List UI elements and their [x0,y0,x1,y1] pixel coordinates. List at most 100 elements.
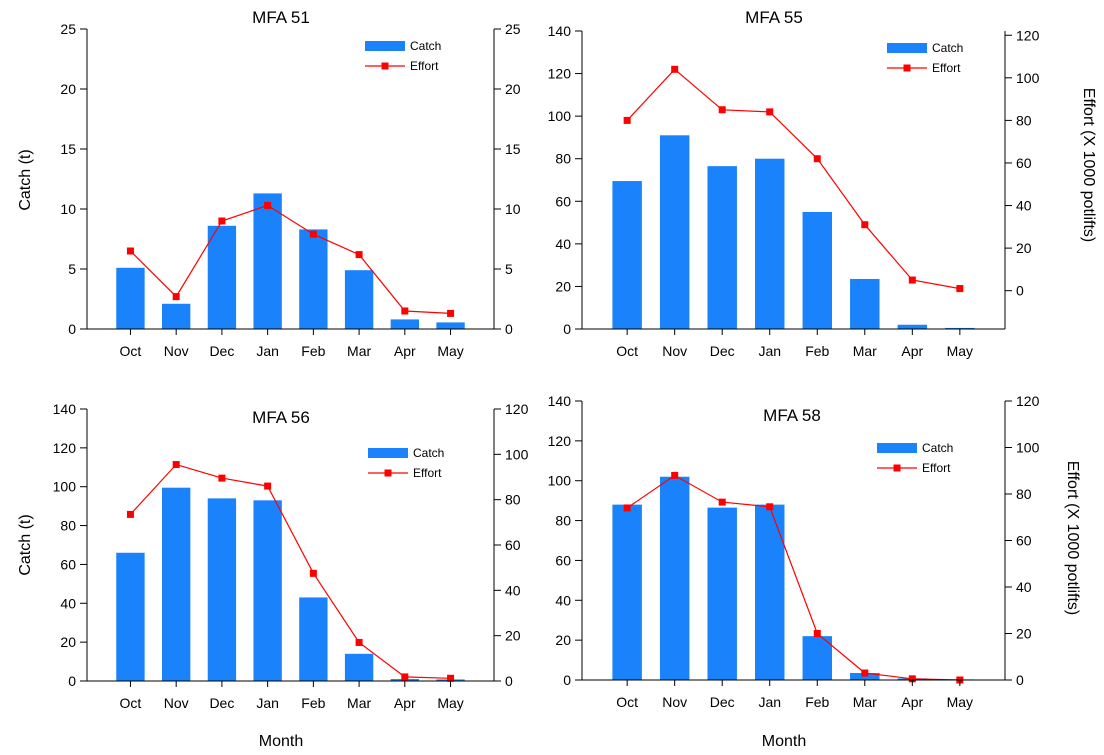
left-tick-label: 100 [548,473,572,489]
x-tick-label-oct: Oct [616,343,638,359]
panel-title: MFA 58 [763,406,821,425]
x-tick-label-dec: Dec [209,695,234,711]
x-tick-label-jan: Jan [256,343,279,359]
x-tick-label-oct: Oct [120,695,142,711]
left-tick-label: 120 [53,440,77,456]
legend-effort-label: Effort [413,466,442,480]
right-tick-label: 0 [505,321,513,337]
left-tick-label: 140 [53,401,77,417]
right-tick-label: 0 [1016,672,1024,688]
x-tick-label-may: May [947,694,973,710]
effort-marker-may [447,674,455,682]
x-tick-label-mar: Mar [853,694,877,710]
x-tick-label-jan: Jan [758,343,781,359]
x-tick-label-mar: Mar [347,343,371,359]
x-tick-label-may: May [437,695,463,711]
catch-bar-dec [707,507,737,680]
effort-marker-nov [172,293,180,301]
left-tick-label: 120 [548,433,572,449]
effort-marker-jan [766,503,774,511]
effort-marker-mar [355,638,363,646]
catch-bar-mar [850,278,880,329]
effort-marker-apr [908,675,916,683]
effort-marker-feb [309,230,317,238]
right-tick-label: 20 [505,81,521,97]
effort-marker-may [447,309,455,317]
right-tick-label: 120 [1016,393,1040,409]
right-tick-label: 40 [505,582,521,598]
effort-marker-oct [126,510,134,518]
left-tick-label: 0 [563,672,571,688]
effort-marker-nov [671,471,679,479]
legend: Catch Effort [887,41,963,75]
catch-bar-feb [299,229,328,329]
right-tick-label: 60 [1016,533,1032,549]
right-tick-label: 40 [1016,198,1032,214]
legend-catch-swatch [368,448,408,458]
left-tick-label: 0 [68,321,76,337]
left-tick-label: 40 [555,236,571,252]
panels: MFA 51 0 5 10 15 20 25 0 5 10 15 20 25 Oct Nov Dec Jan Fe… [53,8,1040,711]
x-axis-label-left: Month [259,733,303,750]
effort-marker-apr [401,673,409,681]
catch-bar-nov [161,487,191,681]
left-tick-label: 60 [555,552,571,568]
x-tick-label-nov: Nov [164,343,189,359]
right-tick-label: 80 [505,492,521,508]
effort-marker-feb [309,569,317,577]
y-axis-label-catch-bottom: Catch (t) [17,514,34,575]
left-tick-label: 40 [555,592,571,608]
x-tick-label-apr: Apr [394,343,416,359]
right-tick-label: 120 [505,401,529,417]
right-tick-label: 20 [1016,626,1032,642]
right-tick-label: 0 [1016,283,1024,299]
effort-marker-mar [861,221,869,229]
x-tick-label-mar: Mar [347,695,371,711]
right-tick-label: 5 [505,261,513,277]
x-tick-label-apr: Apr [901,343,923,359]
left-tick-label: 20 [555,632,571,648]
left-tick-label: 140 [548,393,572,409]
x-tick-label-may: May [437,343,463,359]
chart-panel-2: MFA 55 0 20 40 60 80 100 120 140 0 20 40 60 80 100 120 O… [548,8,1040,359]
catch-bar-oct [116,267,145,329]
effort-marker-apr [401,307,409,315]
catch-bar-may [945,327,975,329]
catch-bar-oct [612,504,642,680]
panel-title: MFA 51 [252,8,310,27]
effort-marker-dec [718,498,726,506]
legend-catch-label: Catch [410,39,441,53]
x-tick-label-apr: Apr [394,695,416,711]
right-tick-label: 80 [1016,112,1032,128]
legend: Catch Effort [368,446,444,480]
left-tick-label: 80 [555,151,571,167]
catch-bar-dec [207,225,237,329]
legend-effort-label: Effort [410,59,439,73]
right-tick-label: 20 [1016,240,1032,256]
left-tick-label: 20 [60,634,76,650]
catch-bar-oct [116,552,145,681]
left-tick-label: 15 [60,141,76,157]
x-tick-label-dec: Dec [710,694,735,710]
effort-marker-mar [861,669,869,677]
effort-marker-jan [766,108,774,116]
left-tick-label: 100 [548,108,572,124]
effort-line [626,68,960,290]
x-tick-label-nov: Nov [662,343,687,359]
x-tick-label-nov: Nov [662,694,687,710]
effort-marker-jan [264,201,272,209]
x-tick-label-feb: Feb [301,343,325,359]
effort-marker-nov [671,65,679,73]
left-tick-label: 25 [60,21,76,37]
effort-marker-oct [623,504,631,512]
panel-title: MFA 55 [745,8,803,27]
y-axis-label-catch-top: Catch (t) [17,149,34,210]
effort-marker-mar [355,251,363,259]
left-tick-label: 60 [555,193,571,209]
legend-effort-marker [893,464,901,472]
left-tick-label: 60 [60,556,76,572]
legend-effort-label: Effort [932,61,961,75]
legend-catch-label: Catch [413,446,444,460]
effort-marker-oct [623,116,631,124]
